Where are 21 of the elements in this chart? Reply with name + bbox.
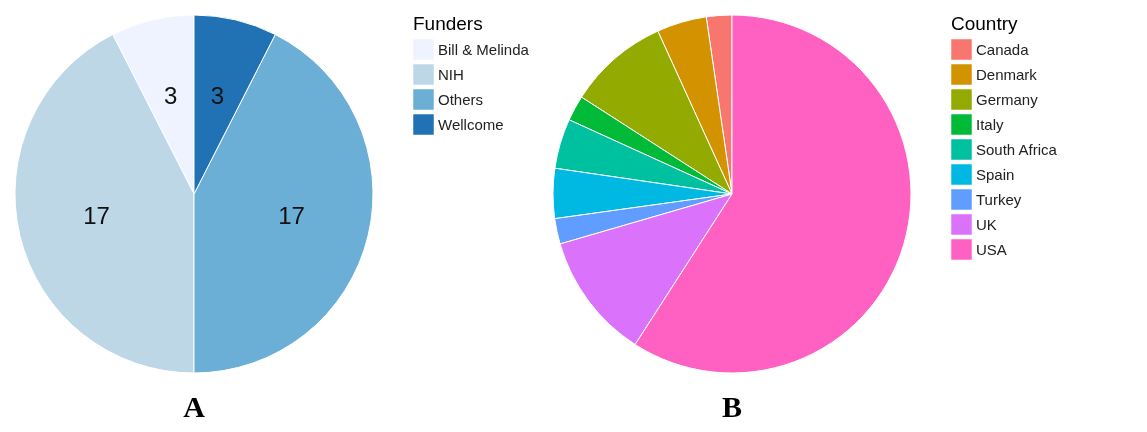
legend-label: South Africa [976,140,1058,158]
legend-label: Germany [976,90,1039,108]
legend-title: Country [951,13,1019,34]
legend-label: Italy [976,115,1005,133]
data-label: 3 [163,81,178,109]
text: A [183,390,206,423]
data-label: 17 [83,202,110,230]
legend-title: Funders [413,13,483,34]
text: B [721,390,743,423]
legend-label: Wellcome [438,115,504,133]
data-label: 3 [210,81,225,109]
data-label: 17 [278,202,305,230]
legend-label: USA [976,240,1007,258]
legend-label: Spain [976,165,1015,183]
legend-label: Denmark [976,65,1038,83]
legend-label: Bill & Melinda [438,40,530,58]
legend-label: Others [438,90,484,108]
legend-label: NIH [438,65,464,83]
legend-label: Canada [976,40,1030,58]
legend-label: UK [976,215,997,233]
legend-label: Turkey [976,190,1022,208]
